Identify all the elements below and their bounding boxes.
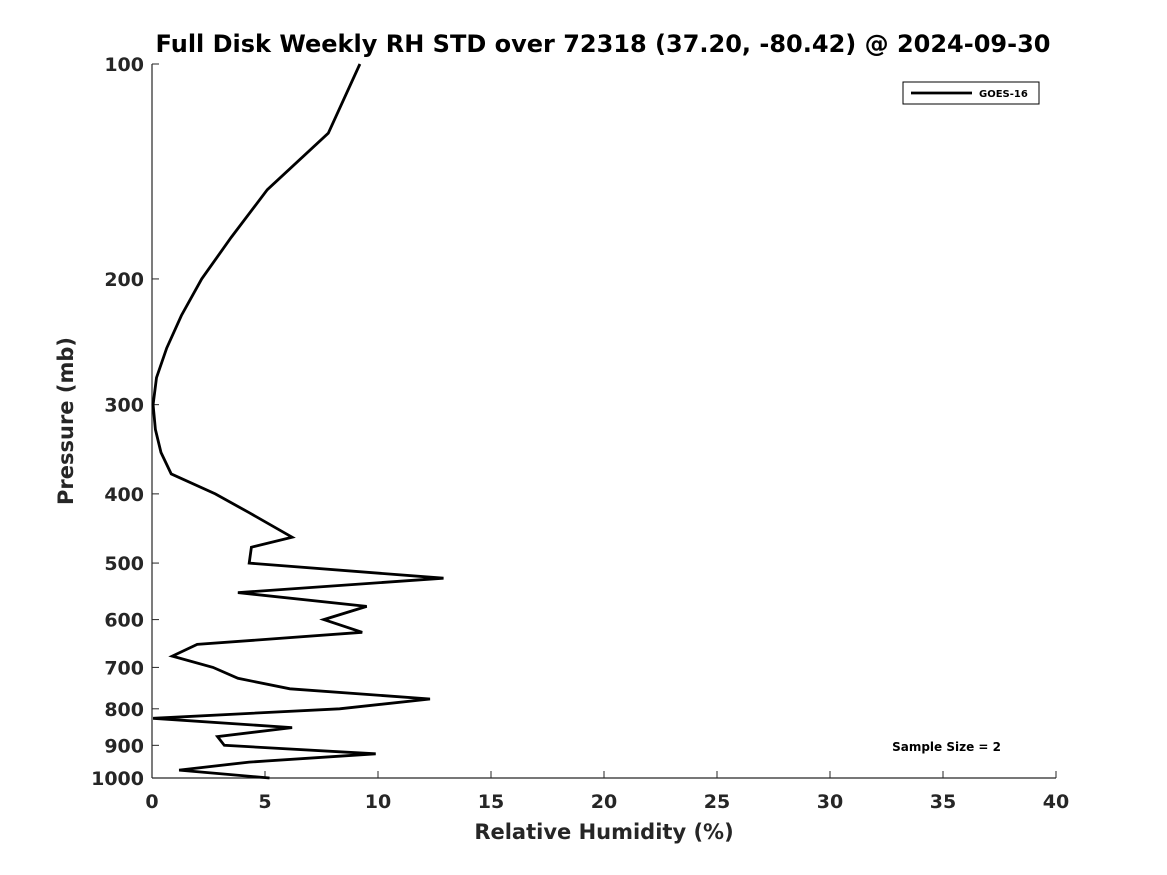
y-tick-label: 300	[104, 395, 144, 417]
y-tick-label: 600	[104, 610, 144, 632]
x-ticks: 0 5 10 15 20 25 30 35 40	[145, 771, 1069, 813]
x-tick-label: 40	[1043, 791, 1069, 813]
x-axis-label: Relative Humidity (%)	[474, 820, 733, 844]
series-line-goes-16	[151, 63, 444, 780]
y-tick-label: 200	[104, 269, 144, 291]
plot-area: 0 5 10 15 20 25 30 35 40 100 200 300 400 500 600 700 80…	[91, 54, 1069, 813]
legend-entry-goes-16: GOES-16	[979, 89, 1028, 100]
y-tick-label: 100	[104, 54, 144, 76]
x-tick-label: 20	[591, 791, 617, 813]
y-tick-label: 800	[104, 699, 144, 721]
legend: GOES-16	[902, 81, 1040, 105]
x-tick-label: 15	[478, 791, 504, 813]
y-tick-label: 500	[104, 553, 144, 575]
y-axis-label: Pressure (mb)	[54, 337, 78, 505]
x-tick-label: 0	[145, 791, 158, 813]
y-tick-label: 700	[104, 657, 144, 679]
x-tick-label: 5	[258, 791, 271, 813]
sample-size-annotation: Sample Size = 2	[892, 740, 1001, 754]
chart-title: Full Disk Weekly RH STD over 72318 (37.2…	[156, 30, 1051, 58]
y-tick-label: 1000	[91, 768, 144, 790]
x-tick-label: 30	[817, 791, 843, 813]
y-tick-label: 400	[104, 484, 144, 506]
x-tick-label: 35	[930, 791, 956, 813]
x-tick-label: 10	[365, 791, 391, 813]
series-points	[153, 63, 444, 779]
x-tick-label: 25	[704, 791, 730, 813]
y-ticks: 100 200 300 400 500 600 700 800 900 1000	[91, 54, 159, 790]
y-tick-label: 900	[104, 735, 144, 757]
